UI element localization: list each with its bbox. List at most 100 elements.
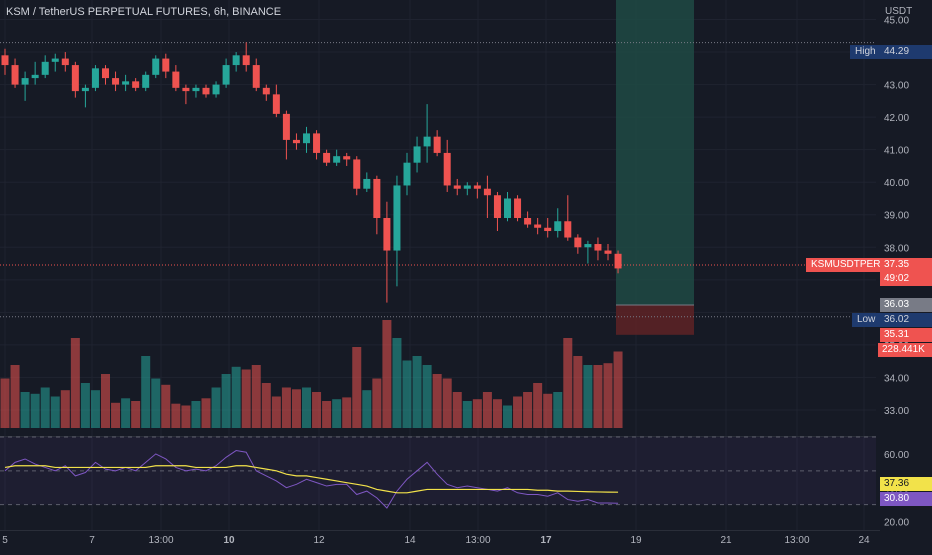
candle-body[interactable] [413,146,421,163]
candle-body[interactable] [323,152,331,163]
candle-body[interactable] [242,55,250,66]
candle-body[interactable] [594,244,602,251]
candle-body[interactable] [182,87,190,92]
time-tick-label: 13:00 [465,535,490,546]
symbol-badge: KSMUSDTPERP [806,258,893,272]
candle-body[interactable] [262,87,270,95]
volume-bar [372,378,382,428]
candle-body[interactable] [222,65,230,85]
volume-bar [161,384,171,428]
currency-label: USDT [885,6,912,17]
volume-bar [231,366,241,428]
candle-body[interactable] [41,61,49,75]
candle-body[interactable] [282,113,290,140]
candle-body[interactable] [373,178,381,218]
candle-body[interactable] [102,68,109,79]
candle-body[interactable] [343,156,351,160]
candle-body[interactable] [584,244,592,248]
volume-bar [503,405,512,428]
volume-bar [382,320,392,428]
volume-bar [442,378,452,428]
price-tick-label: 40.00 [884,178,909,189]
candle-body[interactable] [534,224,542,228]
volume-bar [462,401,472,428]
volume-bar [523,392,533,428]
candle-body[interactable] [493,195,501,218]
rsi-tick-label: 60.00 [884,450,909,461]
candle-body[interactable] [81,87,89,92]
volume-bar [251,365,261,428]
candle-body[interactable] [574,237,582,248]
candle-body[interactable] [473,185,481,189]
volume-bar [402,360,412,428]
volume-bar [603,363,613,428]
candle-body[interactable] [333,156,341,163]
candle-body[interactable] [433,136,441,153]
candle-body[interactable] [112,78,120,85]
candle-body[interactable] [544,227,552,232]
candle-body[interactable] [21,78,29,85]
countdown-badge: 49:02 [880,272,932,286]
candle-body[interactable] [31,74,39,79]
volume-bar [20,392,30,428]
rsi-ma-line [4,465,619,494]
price-tick-label: 43.00 [884,81,909,92]
candle-body[interactable] [564,221,572,238]
candle-body[interactable] [162,58,170,72]
candle-body[interactable] [554,221,562,232]
volume-bar [181,405,191,428]
candle-body[interactable] [403,162,411,186]
volume-bar [472,399,482,428]
candle-body[interactable] [383,218,391,251]
candle-body[interactable] [303,133,310,144]
candle-body[interactable] [11,65,19,85]
low-value-badge: 36.02 [880,313,932,327]
candle-body[interactable] [202,87,210,95]
symbol-title[interactable]: KSM / TetherUS PERPETUAL FUTURES, 6h, BI… [6,6,282,18]
candle-body[interactable] [232,55,240,66]
volume-bar [302,387,311,428]
time-tick-label: 12 [313,535,325,546]
candle-body[interactable] [142,74,150,88]
price-tick-label: 34.00 [884,373,909,384]
volume-bar [261,383,271,428]
time-tick-label: 24 [858,535,870,546]
candle-body[interactable] [313,133,321,153]
candle-body[interactable] [524,218,532,225]
candle-body[interactable] [272,94,280,114]
candle-body[interactable] [292,139,300,144]
candle-body[interactable] [353,159,361,189]
candle-body[interactable] [614,253,622,269]
volume-bar [281,387,291,428]
loss-zone[interactable] [616,305,694,335]
candle-body[interactable] [363,178,371,189]
candle-body[interactable] [132,81,140,88]
candle-body[interactable] [71,65,79,92]
candle-body[interactable] [122,81,130,85]
candle-body[interactable] [192,87,200,92]
candle-body[interactable] [453,185,461,189]
candle-body[interactable] [252,65,260,88]
candle-body[interactable] [51,58,59,62]
candle-body[interactable] [483,188,491,196]
candle-body[interactable] [443,152,451,186]
volume-bar [121,398,131,428]
profit-zone[interactable] [616,0,694,305]
candle-body[interactable] [604,250,612,254]
candle-body[interactable] [61,58,69,66]
candle-body[interactable] [1,55,9,66]
candle-body[interactable] [463,185,471,189]
candle-body[interactable] [212,84,220,95]
candle-body[interactable] [152,58,160,75]
candle-body[interactable] [172,71,180,88]
candle-body[interactable] [91,68,99,88]
candle-body[interactable] [504,198,511,218]
time-tick-label: 7 [89,535,95,546]
candle-body[interactable] [393,185,401,251]
volume-bar [111,402,121,428]
volume-bar [492,399,502,428]
candle-body[interactable] [514,198,522,218]
candle-body[interactable] [423,136,431,147]
